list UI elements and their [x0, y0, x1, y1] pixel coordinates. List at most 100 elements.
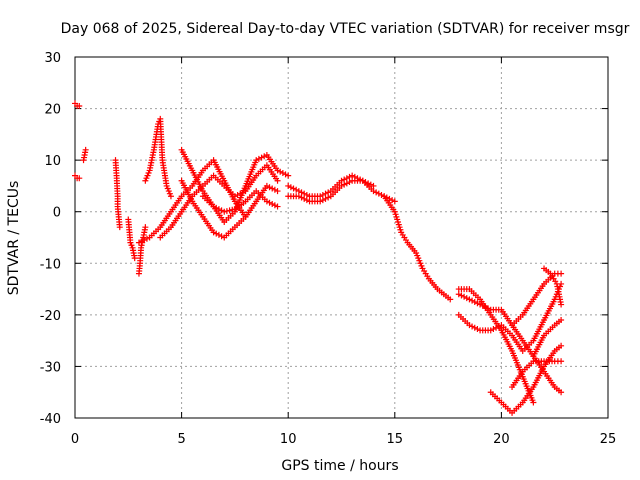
data-point [474, 326, 481, 333]
data-point [365, 180, 372, 187]
series-early-c [80, 146, 89, 164]
data-point [274, 167, 281, 174]
data-point [242, 213, 249, 220]
data-point [76, 175, 83, 182]
data-point [359, 177, 366, 184]
data-point [167, 193, 174, 200]
data-point [367, 181, 374, 188]
data-point [373, 189, 380, 196]
data-point [213, 204, 220, 211]
series-early-e [125, 216, 138, 262]
data-point [391, 198, 398, 205]
data-point [266, 184, 273, 191]
data-point [135, 239, 142, 246]
data-point [558, 342, 565, 349]
data-point [490, 326, 497, 333]
data-point [142, 224, 149, 231]
data-point [138, 238, 145, 245]
data-point [370, 182, 377, 189]
series-mid-b [285, 177, 377, 205]
x-tick-label: 20 [493, 432, 510, 447]
data-point [461, 293, 468, 300]
data-point [226, 207, 233, 214]
data-point [458, 292, 465, 299]
data-point [319, 197, 326, 204]
series-late-g [530, 317, 565, 360]
data-point [558, 389, 565, 396]
x-tick-label: 15 [387, 432, 404, 447]
axis-ticks: 0 5 10 15 20 25 -40 -30 -20 -10 0 10 20 30 [40, 51, 617, 447]
y-tick-label: -40 [40, 412, 61, 427]
data-point [293, 186, 300, 193]
data-point [447, 296, 454, 303]
data-point [346, 179, 353, 186]
x-tick-label: 0 [71, 432, 79, 447]
y-tick-label: 0 [53, 206, 61, 221]
data-point [469, 323, 476, 330]
data-point [471, 324, 478, 331]
series-early-d [112, 157, 123, 231]
data-point [116, 224, 123, 231]
y-tick-label: -10 [40, 257, 61, 272]
series-late-e [509, 358, 565, 391]
data-point [558, 270, 565, 277]
series-early-a [72, 100, 83, 109]
y-tick-label: 10 [44, 154, 61, 169]
data-point [271, 186, 278, 193]
data-point [218, 233, 225, 240]
y-tick-label: 30 [44, 51, 61, 66]
data-point [482, 304, 489, 311]
data-point [325, 194, 332, 201]
data-point [463, 295, 470, 302]
data-point [370, 188, 377, 195]
data-point [274, 177, 281, 184]
data-point [253, 157, 260, 164]
data-point [263, 182, 270, 189]
data-point [215, 231, 222, 238]
data-point [341, 181, 348, 188]
data-point [303, 191, 310, 198]
data-point [471, 298, 478, 305]
data-point [338, 182, 345, 189]
data-point [295, 188, 302, 195]
data-point [362, 179, 369, 186]
data-point [263, 198, 270, 205]
data-point [322, 190, 329, 197]
data-point [274, 188, 281, 195]
data-point [338, 177, 345, 184]
y-axis-label: SDTVAR / TECUs [6, 181, 22, 296]
data-point [279, 170, 286, 177]
data-point [215, 206, 222, 213]
series-track-1 [178, 146, 292, 226]
data-point [131, 255, 138, 262]
series-late-c [455, 286, 537, 406]
data-point [558, 317, 565, 324]
series-early-b [72, 172, 83, 182]
series-spike [142, 115, 174, 200]
data-point [341, 176, 348, 183]
y-tick-label: -30 [40, 360, 61, 375]
data-point [346, 173, 353, 180]
data-point [234, 191, 241, 198]
data-point [317, 198, 324, 205]
data-point [221, 208, 228, 215]
x-tick-label: 25 [600, 432, 617, 447]
series-early-f [135, 224, 149, 277]
data-point [298, 194, 305, 201]
data-point [558, 358, 565, 365]
series-late-h [541, 265, 565, 308]
data-point [271, 202, 278, 209]
data-point [558, 301, 565, 308]
data-point [325, 189, 332, 196]
data-point [343, 175, 350, 182]
data-point [76, 102, 83, 109]
data-point [274, 203, 281, 210]
series-late-a [455, 291, 565, 396]
series-late-d [487, 342, 565, 416]
data-point [229, 206, 236, 213]
data-point [285, 182, 292, 189]
data-point [343, 180, 350, 187]
data-point [269, 185, 276, 192]
plot-frame [74, 56, 609, 419]
